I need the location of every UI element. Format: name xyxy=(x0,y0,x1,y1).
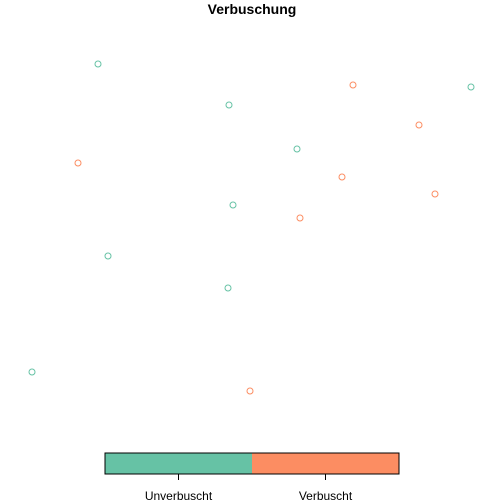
point-unverbuscht-3 xyxy=(467,83,475,91)
point-unverbuscht-7 xyxy=(224,284,232,292)
point-verbuscht-4 xyxy=(338,173,346,181)
point-verbuscht-2 xyxy=(415,121,423,129)
color-legend: Unverbuscht Verbuscht xyxy=(104,452,400,503)
point-unverbuscht-5 xyxy=(229,201,237,209)
point-unverbuscht-6 xyxy=(104,252,112,260)
points-layer xyxy=(28,60,475,395)
point-verbuscht-7 xyxy=(246,387,254,395)
point-unverbuscht-8 xyxy=(28,368,36,376)
point-verbuscht-6 xyxy=(296,214,304,222)
legend-swatch-unverbuscht xyxy=(105,453,252,474)
legend-swatch-verbuscht xyxy=(252,453,399,474)
point-unverbuscht-4 xyxy=(293,145,301,153)
point-verbuscht-5 xyxy=(431,190,439,198)
legend-frame xyxy=(104,452,400,475)
legend-label-verbuscht: Verbuscht xyxy=(299,489,353,503)
legend-label-unverbuscht: Unverbuscht xyxy=(145,489,213,503)
point-unverbuscht-2 xyxy=(225,101,233,109)
point-verbuscht-3 xyxy=(74,159,82,167)
chart-title: Verbuschung xyxy=(208,1,297,17)
point-verbuscht-1 xyxy=(349,81,357,89)
point-unverbuscht-1 xyxy=(94,60,102,68)
